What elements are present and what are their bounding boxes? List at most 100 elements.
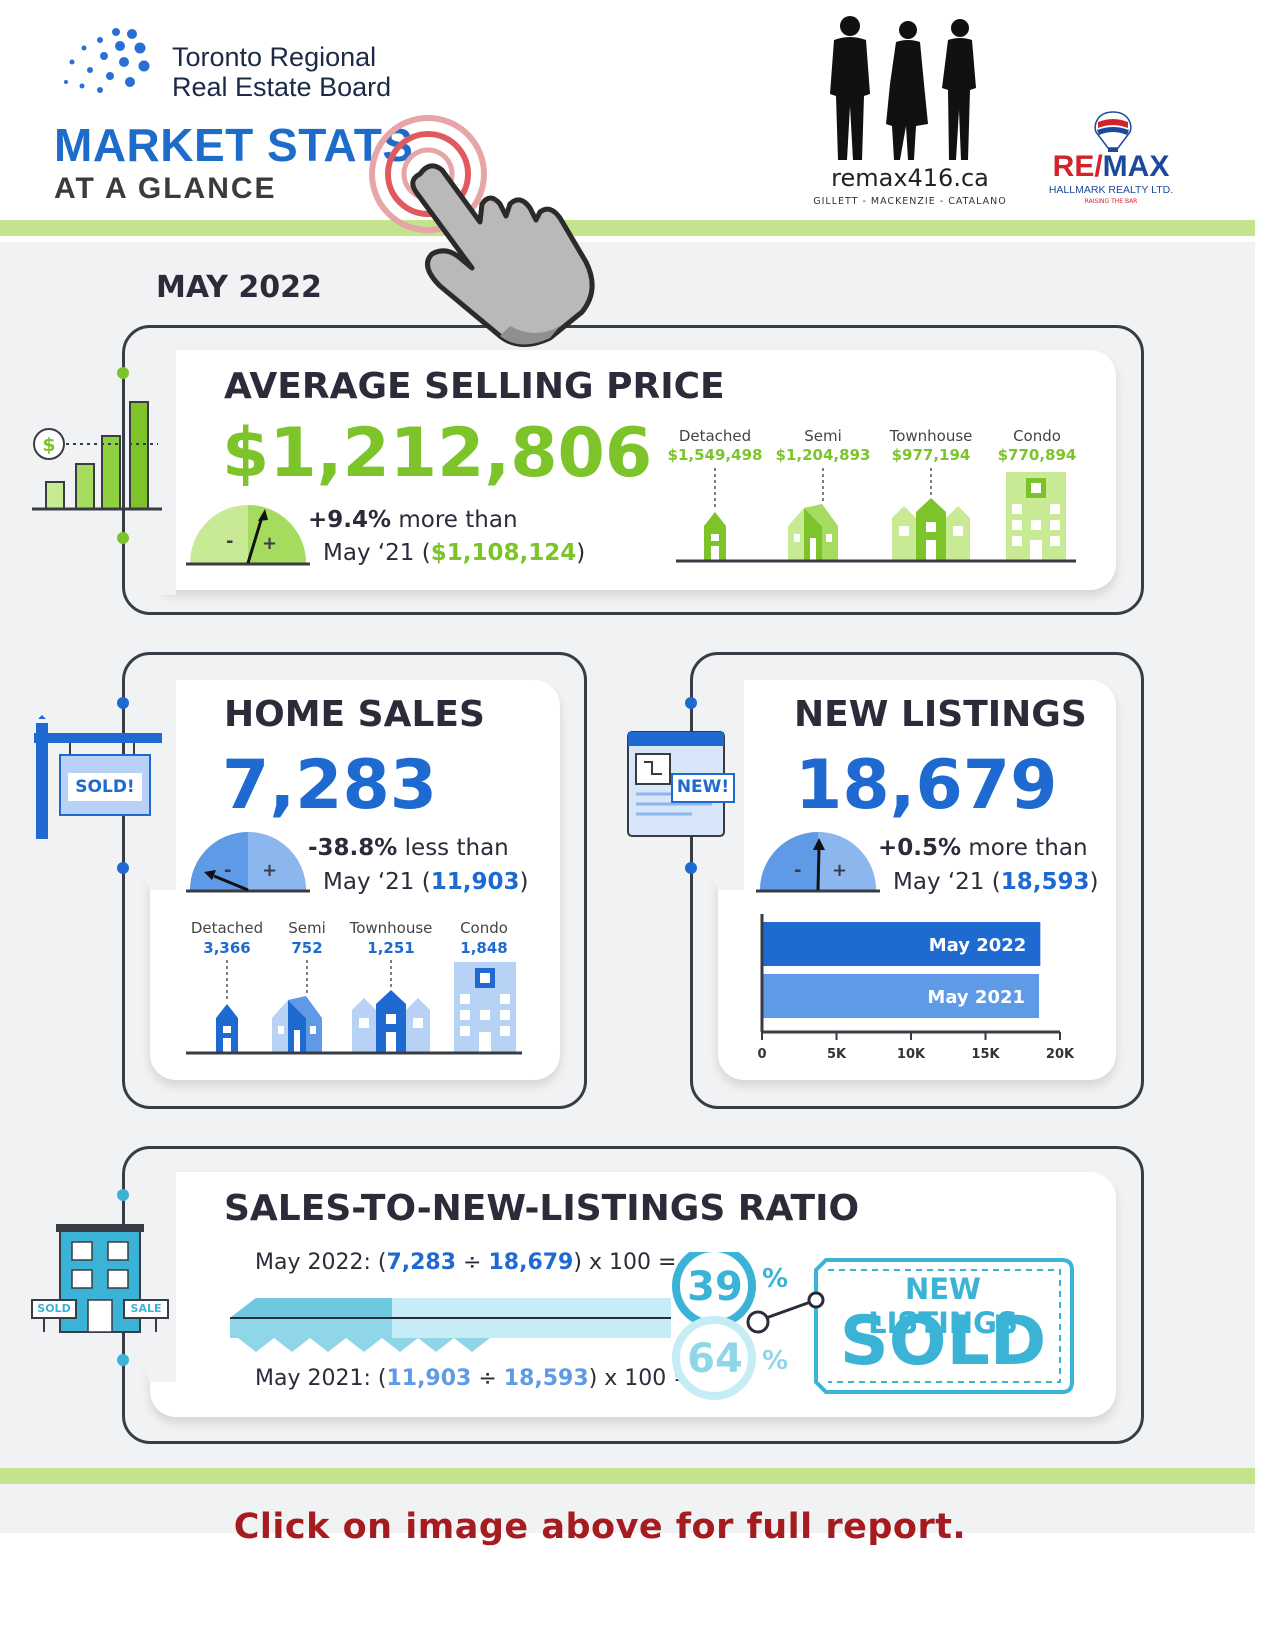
ratio-2021-prefix: May 2021: ( — [255, 1366, 387, 1391]
remax-tagline: RAISING THE BAR — [1084, 198, 1138, 205]
decrease-gauge-icon: - + — [186, 832, 310, 893]
avg-price-value: $1,212,806 — [222, 414, 653, 493]
home-sales-prev-value: 11,903 — [430, 869, 520, 895]
x-tick-label: 10K — [897, 1047, 926, 1062]
new-listings-value: 18,679 — [795, 746, 1058, 825]
bar-0 — [762, 922, 1041, 966]
new-listings-change: +0.5% more than — [878, 835, 1088, 861]
svg-text:$: $ — [42, 434, 55, 456]
svg-text:+: + — [262, 860, 277, 881]
blue-house-types-icon — [186, 960, 522, 1055]
ratio-title: SALES-TO-NEW-LISTINGS RATIO — [224, 1188, 860, 1229]
page-title: MARKET STATS — [54, 119, 414, 171]
sales-type-label: Condo — [460, 919, 508, 937]
price-type-label: Condo — [1013, 427, 1061, 445]
avg-price-change: +9.4% more than — [308, 507, 518, 533]
price-growth-icon: $ — [32, 401, 162, 511]
new-listing-document-icon — [627, 731, 735, 837]
sold-sign-text: SOLD! — [75, 777, 135, 797]
new-listings-prev-value: 18,593 — [1000, 869, 1090, 895]
new-badge: NEW! — [676, 777, 730, 797]
ratio-2022-suffix: ) x 100 = — [573, 1250, 677, 1275]
tag-new-listings: NEW LISTINGS — [868, 1272, 1018, 1340]
bottom-divider — [0, 1468, 1255, 1484]
click-hand-icon[interactable] — [360, 112, 630, 352]
home-sales-previous: May ‘21 (11,903) — [323, 869, 528, 895]
new-listings-title: NEW LISTINGS — [794, 694, 1087, 735]
ratio-2021-pct: 64 — [687, 1336, 743, 1382]
ratio-formula-2022: May 2022: (7,283 ÷ 18,679) x 100 = — [255, 1250, 676, 1275]
remax-balloon-icon — [1094, 111, 1132, 152]
ratio-2022-pct: 39 — [687, 1264, 743, 1310]
bar-1 — [762, 974, 1040, 1018]
new-listings-frame — [690, 652, 1144, 1109]
agents-silhouette-icon — [830, 16, 976, 160]
ratio-2022-op: ÷ — [456, 1250, 489, 1275]
new-listings-prev-prefix: May ‘21 ( — [893, 869, 1001, 895]
x-tick-label: 5K — [827, 1047, 847, 1062]
board-name: Toronto Regional Real Estate Board — [172, 42, 391, 102]
new-listings-bar-chart: May 2022 May 2021 0 5K 10K 15K 20K — [757, 914, 1075, 1062]
home-sales-value: 7,283 — [222, 746, 438, 825]
avg-price-prev-suffix: ) — [576, 540, 586, 566]
top-divider — [0, 220, 1255, 236]
sales-type-value: 3,366 — [203, 939, 251, 957]
price-type-value: $1,204,893 — [775, 446, 871, 464]
new-listings-prev-suffix: ) — [1089, 869, 1099, 895]
sales-type-value: 752 — [291, 939, 323, 957]
home-sales-change: -38.8% less than — [308, 835, 509, 861]
avg-price-frame — [122, 325, 1144, 615]
home-sales-change-text: less than — [404, 835, 509, 861]
ratio-2021-sales: 11,903 — [386, 1366, 472, 1391]
svg-text:-: - — [226, 531, 233, 552]
trreb-logo-icon — [64, 28, 150, 93]
remax-logo-max: MAX — [1102, 150, 1170, 183]
ratio-2022-listings: 18,679 — [488, 1250, 574, 1275]
avg-price-previous: May ‘21 ($1,108,124) — [323, 540, 585, 566]
sales-type-label: Townhouse — [349, 919, 433, 937]
home-sales-notch — [117, 675, 176, 890]
increase-gauge-icon: - + — [186, 505, 310, 566]
svg-text:+: + — [832, 860, 847, 881]
board-name-line2: Real Estate Board — [172, 72, 392, 102]
avg-price-title: AVERAGE SELLING PRICE — [224, 366, 725, 407]
price-type-label: Townhouse — [889, 427, 973, 445]
x-tick-label: 0 — [757, 1047, 766, 1062]
ratio-2021-op: ÷ — [471, 1366, 504, 1391]
new-listings-change-text: more than — [968, 835, 1088, 861]
ratio-2021-listings: 18,593 — [503, 1366, 589, 1391]
svg-text:-: - — [224, 860, 231, 881]
site-url[interactable]: remax416.ca — [831, 164, 989, 192]
new-listings-change-pct: +0.5% — [878, 835, 962, 861]
ratio-notch — [117, 1167, 176, 1382]
team-names: GILLETT - MACKENZIE - CATALANO — [813, 196, 1007, 207]
full-report-link[interactable]: Click on image above for full report. — [233, 1507, 967, 1547]
ratio-2022-pct-sign: % — [762, 1264, 789, 1294]
avg-price-prev-value: $1,108,124 — [430, 540, 577, 566]
new-listings-previous: May ‘21 (18,593) — [893, 869, 1098, 895]
key-ratio-icon — [230, 1252, 1074, 1400]
price-type-label: Semi — [804, 427, 842, 445]
sales-type-label: Semi — [288, 919, 326, 937]
sold-sign-small: SOLD — [37, 1302, 71, 1315]
ratio-formula-2021: May 2021: (11,903 ÷ 18,593) x 100 = — [255, 1366, 692, 1391]
sold-sign-icon — [34, 715, 162, 839]
home-sales-frame — [122, 652, 587, 1109]
avg-price-change-pct: +9.4% — [308, 507, 392, 533]
home-sales-title: HOME SALES — [224, 694, 485, 735]
report-month: MAY 2022 — [156, 270, 322, 305]
bar-label: May 2022 — [929, 935, 1027, 956]
home-sales-prev-prefix: May ‘21 ( — [323, 869, 431, 895]
x-tick-label: 15K — [971, 1047, 1000, 1062]
board-name-line1: Toronto Regional — [172, 42, 377, 72]
price-type-value: $977,194 — [891, 446, 971, 464]
increase-gauge-icon: - + — [756, 832, 880, 893]
price-type-value: $770,894 — [997, 446, 1077, 464]
sales-type-value: 1,251 — [367, 939, 415, 957]
sales-type-label: Detached — [190, 919, 264, 937]
page-subtitle: AT A GLANCE — [54, 172, 277, 205]
svg-text:+: + — [262, 533, 277, 554]
remax-office: HALLMARK REALTY LTD. — [1048, 184, 1174, 196]
tag-sold: SOLD — [839, 1302, 1047, 1381]
remax-logo: RE/MAX — [1036, 150, 1186, 184]
